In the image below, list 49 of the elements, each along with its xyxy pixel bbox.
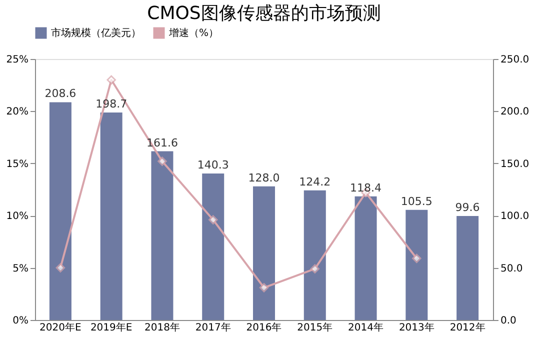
x-tick-label: 2017年	[195, 322, 231, 334]
y-tick-label: 0%	[12, 316, 28, 326]
y2-tick-label: 0.0	[500, 316, 516, 326]
y2-tick-label: 100.0	[500, 211, 530, 222]
x-tick-label: 2019年E	[90, 322, 132, 334]
x-tick-label: 2015年	[297, 322, 333, 334]
data-label: 198.7	[96, 98, 128, 111]
point	[310, 264, 320, 274]
data-label: 128.0	[248, 171, 280, 184]
bar	[304, 190, 326, 320]
y-tick-label: 20%	[6, 106, 28, 118]
y-tick-label: 10%	[6, 211, 28, 222]
x-tick-label: 2016年	[246, 322, 282, 334]
legend-label: 市场规模（亿美元）	[51, 27, 141, 39]
data-label: 118.4	[350, 181, 382, 194]
y-tick-label: 15%	[6, 158, 28, 170]
legend-label: 增速（%）	[168, 27, 219, 39]
bar	[354, 196, 377, 320]
point	[56, 263, 66, 272]
y2-tick-label: 250.0	[500, 54, 530, 66]
y-tick-label: 25%	[6, 54, 28, 66]
chart-title: CMOS图像传感器的市场预测	[147, 3, 381, 24]
bar	[456, 216, 479, 320]
bar	[151, 151, 174, 320]
y2-tick-label: 50.0	[500, 263, 523, 274]
bar	[253, 186, 275, 320]
y-tick-label: 5%	[12, 263, 28, 274]
data-label: 105.5	[400, 194, 432, 208]
data-label: 140.3	[197, 158, 229, 172]
data-label: 208.6	[44, 87, 76, 100]
x-tick-label: 2013年	[398, 322, 434, 334]
point	[259, 283, 269, 292]
bar	[406, 210, 428, 320]
point	[158, 156, 167, 166]
x-tick-label: 2012年	[450, 322, 486, 334]
point	[412, 254, 422, 264]
data-label: 99.6	[455, 201, 480, 214]
point	[106, 75, 116, 85]
y2-tick-label: 150.0	[500, 158, 530, 170]
data-label: 124.2	[299, 175, 331, 188]
data-label: 161.6	[146, 136, 178, 150]
x-tick-label: 2018年	[144, 322, 180, 334]
x-tick-label: 2014年	[348, 322, 384, 334]
y2-tick-label: 200.0	[500, 106, 530, 118]
bar	[100, 112, 122, 320]
bar	[202, 174, 224, 320]
point	[208, 215, 218, 224]
x-tick-label: 2020年E	[40, 322, 82, 334]
bar	[49, 102, 72, 320]
